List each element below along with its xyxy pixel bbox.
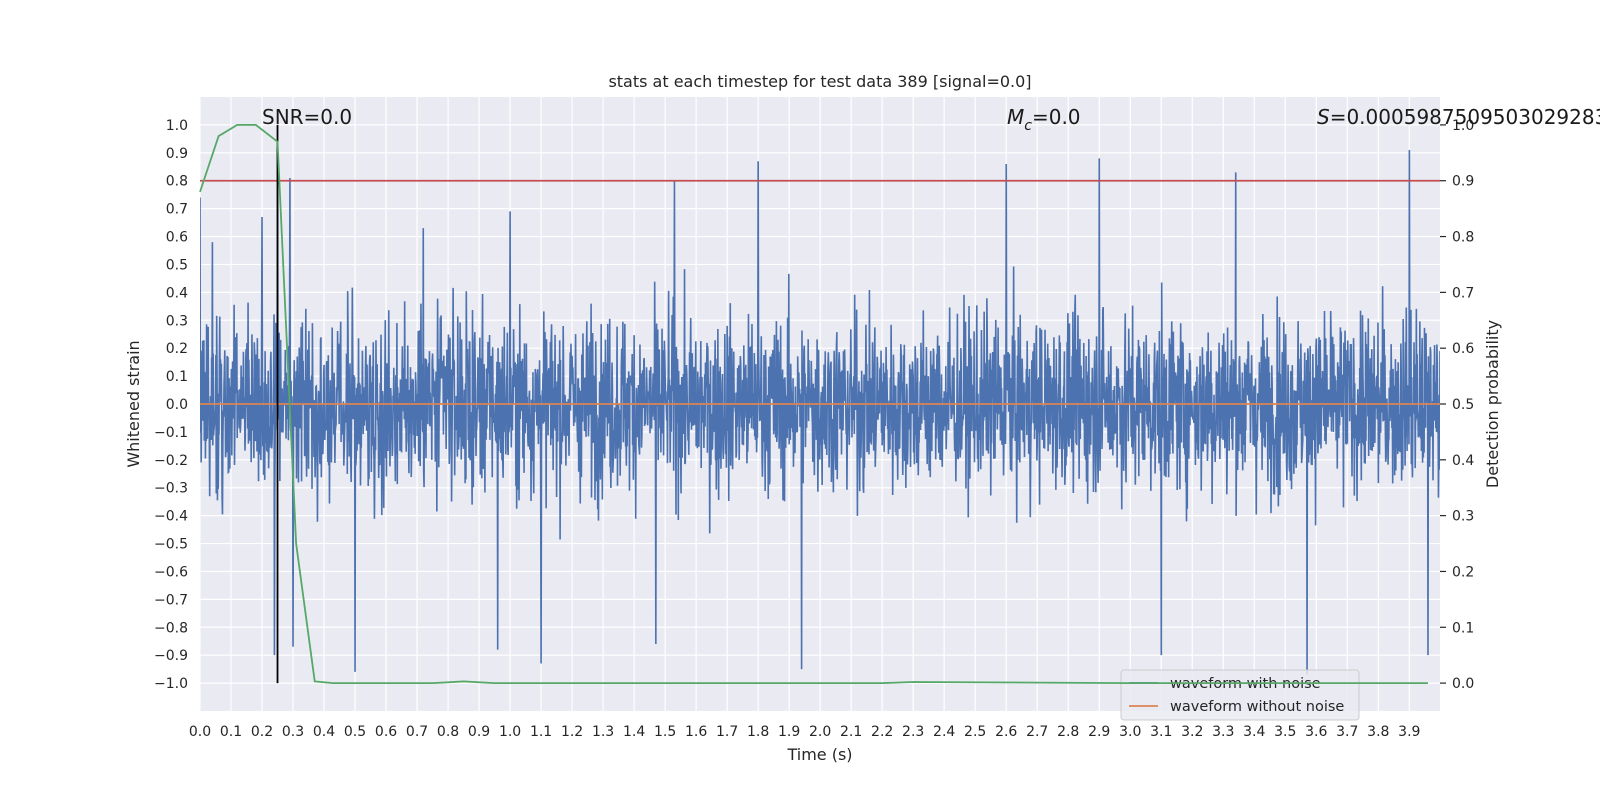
s-value: =0.0005987509503029283 [1330, 105, 1600, 129]
y-tick-label: 0.3 [166, 313, 188, 329]
y2-tick-label: 0.5 [1452, 397, 1474, 413]
y-tick-label: −0.3 [154, 481, 188, 497]
x-tick-label: 3.5 [1274, 724, 1296, 740]
x-tick-label: 1.9 [778, 724, 800, 740]
x-tick-label: 0.7 [406, 724, 428, 740]
mc-subscript: c [1024, 118, 1032, 134]
x-tick-label: 2.3 [902, 724, 924, 740]
y-tick-label: −0.5 [154, 537, 188, 553]
x-tick-label: 0.9 [468, 724, 490, 740]
axes: 0.0 0.1 0.2 0.3 0.4 0.5 0.6 0.7 0.8 0.9 1.0 1.1 1.2 1… [154, 118, 1474, 740]
y-tick-label: 0.6 [166, 230, 188, 246]
x-tick-label: 2.5 [964, 724, 986, 740]
y-tick-label: −1.0 [154, 676, 188, 692]
y2-tick-label: 0.6 [1452, 341, 1474, 357]
legend-label: waveform without noise [1170, 699, 1344, 715]
y-tick-label: −0.8 [154, 620, 188, 636]
x-axis-label: Time (s) [786, 745, 852, 764]
plot-content [200, 124, 1440, 684]
y-tick-label: 0.2 [166, 341, 188, 357]
s-annotation: S=0.0005987509503029283 [1317, 105, 1600, 129]
y-tick-label: −0.6 [154, 564, 188, 580]
y2-tick-label: 0.0 [1452, 676, 1474, 692]
mc-symbol: M [1007, 105, 1024, 129]
x-tick-label: 3.8 [1367, 724, 1389, 740]
x-tick-label: 0.4 [313, 724, 335, 740]
y-tick-label: −0.7 [154, 592, 188, 608]
series-detection-probability [199, 124, 1428, 684]
y-tick-label: 0.0 [166, 397, 188, 413]
mc-value: =0.0 [1032, 105, 1081, 129]
x-tick-label: 1.5 [654, 724, 676, 740]
y-tick-label: −0.4 [154, 509, 188, 525]
y-tick-label: −0.9 [154, 648, 188, 664]
y-tick-label: 0.1 [166, 369, 188, 385]
x-tick-label: 2.7 [1026, 724, 1048, 740]
x-tick-label: 3.2 [1181, 724, 1203, 740]
x-tick-label: 3.6 [1305, 724, 1327, 740]
y2-tick-label: 1.0 [1452, 118, 1474, 134]
x-tick-label: 0.0 [189, 724, 211, 740]
x-tick-label: 0.2 [251, 724, 273, 740]
x-tick-label: 3.1 [1150, 724, 1172, 740]
x-tick-label: 1.7 [716, 724, 738, 740]
legend: waveform with noise waveform without nois… [1120, 669, 1360, 721]
x-tick-label: 2.0 [809, 724, 831, 740]
snr-annotation: SNR=0.0 [262, 105, 352, 129]
y2-tick-label: 0.9 [1452, 174, 1474, 190]
x-tick-label: 3.0 [1119, 724, 1141, 740]
y-tick-label: 0.8 [166, 174, 188, 190]
y2-tick-label: 0.7 [1452, 285, 1474, 301]
x-tick-label: 0.6 [375, 724, 397, 740]
x-tick-label: 1.0 [499, 724, 521, 740]
chart-title: stats at each timestep for test data 389… [608, 72, 1031, 91]
y-tick-label: 0.5 [166, 257, 188, 273]
y-tick-label: 0.7 [166, 202, 188, 218]
y-tick-label: 0.4 [166, 285, 188, 301]
x-tick-label: 2.9 [1088, 724, 1110, 740]
x-tick-label: 2.2 [871, 724, 893, 740]
legend-label: waveform with noise [1170, 676, 1321, 692]
x-tick-label: 2.8 [1057, 724, 1079, 740]
x-tick-label: 2.4 [933, 724, 955, 740]
x-tick-label: 1.8 [747, 724, 769, 740]
x-tick-label: 0.3 [282, 724, 304, 740]
x-tick-label: 3.4 [1243, 724, 1265, 740]
x-tick-label: 2.1 [840, 724, 862, 740]
x-tick-label: 0.8 [437, 724, 459, 740]
x-tick-label: 3.9 [1398, 724, 1420, 740]
y2-tick-label: 0.3 [1452, 509, 1474, 525]
series-waveform-with-noise [200, 147, 1440, 675]
y-tick-label: 1.0 [166, 118, 188, 134]
mc-annotation: Mc=0.0 [1007, 105, 1081, 134]
x-tick-label: 1.4 [623, 724, 645, 740]
x-tick-label: 0.1 [220, 724, 242, 740]
x-tick-label: 1.2 [561, 724, 583, 740]
y-tick-label: −0.1 [154, 425, 188, 441]
y-tick-label: 0.9 [166, 146, 188, 162]
y2-tick-label: 0.2 [1452, 564, 1474, 580]
y2-axis-label: Detection probability [1483, 320, 1502, 488]
y2-tick-label: 0.1 [1452, 620, 1474, 636]
x-tick-label: 1.3 [592, 724, 614, 740]
x-tick-label: 3.7 [1336, 724, 1358, 740]
y2-tick-label: 0.4 [1452, 453, 1474, 469]
s-symbol: S [1317, 105, 1330, 129]
x-tick-label: 1.1 [530, 724, 552, 740]
x-tick-label: 3.3 [1212, 724, 1234, 740]
x-tick-label: 2.6 [995, 724, 1017, 740]
x-tick-label: 1.6 [685, 724, 707, 740]
y-axis-label: Whitened strain [124, 340, 143, 467]
y2-tick-label: 0.8 [1452, 230, 1474, 246]
y-tick-label: −0.2 [154, 453, 188, 469]
x-tick-label: 0.5 [344, 724, 366, 740]
